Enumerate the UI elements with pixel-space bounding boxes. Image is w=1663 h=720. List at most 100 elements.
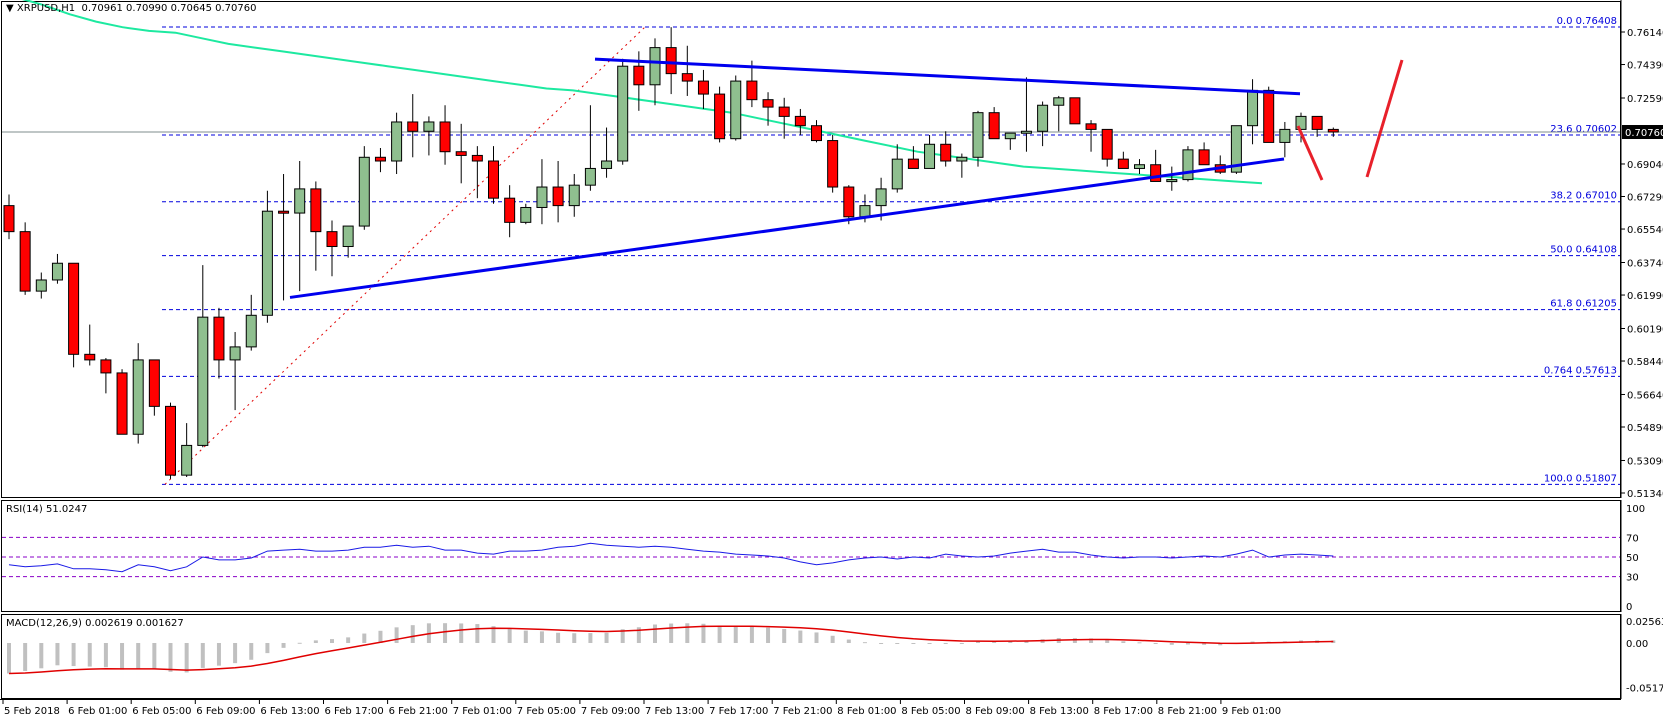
macd-histogram-bar	[362, 633, 367, 643]
macd-histogram-bar	[556, 632, 561, 643]
ohlc-values: 0.70961 0.70990 0.70645 0.70760	[81, 3, 257, 14]
bearish-candle	[811, 125, 822, 142]
trendlines[interactable]	[289, 57, 1301, 299]
bullish-candle	[35, 279, 47, 292]
macd-histogram-bar	[604, 632, 609, 643]
macd-histogram-bar	[1137, 642, 1142, 644]
bearish-candle	[827, 140, 839, 188]
bullish-candle	[181, 444, 193, 476]
chart-title[interactable]: ▼ XRPUSD,H1 0.70961 0.70990 0.70645 0.70…	[6, 3, 256, 14]
bearish-candle	[746, 80, 758, 101]
macd-histogram-bar	[297, 642, 302, 644]
bullish-candle	[1166, 179, 1178, 183]
rsi-indicator: 100 70 50 30 0	[2, 500, 1645, 613]
bearish-candle	[633, 65, 645, 86]
time-tick-label: 7 Feb 01:00	[453, 706, 512, 717]
macd-histogram-bar	[249, 643, 254, 660]
bullish-candle	[972, 112, 984, 158]
macd-histogram-bar	[103, 643, 108, 668]
macd-histogram-bar	[459, 623, 464, 643]
bearish-candle	[116, 372, 128, 435]
time-tick-label: 7 Feb 13:00	[645, 706, 704, 717]
bearish-candle	[697, 80, 709, 95]
time-tick-label: 7 Feb 17:00	[709, 706, 768, 717]
macd-histogram-bar	[782, 628, 787, 643]
bearish-candle	[213, 316, 225, 361]
macd-histogram-bar	[1202, 643, 1207, 645]
bullish-candle	[1247, 89, 1259, 127]
fibonacci-retracement[interactable]: 0.0 0.76408 23.6 0.70602 38.2 0.67010 50.0 …	[162, 16, 1620, 485]
macd-histogram-bar	[798, 630, 803, 643]
macd-histogram-bar	[87, 643, 92, 667]
macd-histogram-bar	[346, 637, 351, 643]
bullish-candle	[423, 121, 435, 132]
bearish-candle	[681, 73, 693, 82]
bearish-candle	[1101, 128, 1113, 160]
bearish-candle	[310, 188, 322, 233]
time-tick-label: 6 Feb 21:00	[389, 706, 448, 717]
rsi-axis-label: 30	[1626, 573, 1639, 584]
macd-histogram-bar	[766, 627, 771, 643]
macd-histogram-bar	[475, 624, 480, 643]
bullish-candle	[617, 65, 629, 162]
resistance-trendline[interactable]	[594, 57, 1301, 96]
macd-histogram-bar	[200, 643, 205, 668]
time-axis[interactable]: 5 Feb 2018 6 Feb 01:00 6 Feb 05:00 6 Feb 09…	[0, 699, 1621, 717]
macd-histogram-bar	[927, 643, 932, 644]
macd-histogram-bar	[733, 625, 738, 643]
macd-histogram-bar	[1250, 641, 1255, 643]
macd-indicator: 0.025632 0.00 -0.051799	[7, 614, 1663, 699]
macd-histogram-bar	[523, 630, 528, 643]
macd-histogram-bar	[846, 639, 851, 643]
macd-histogram-bar	[1072, 638, 1077, 643]
bearish-candle	[940, 143, 952, 162]
macd-histogram-bar	[943, 643, 948, 644]
macd-histogram-bar	[1153, 643, 1158, 644]
macd-histogram-bar	[620, 629, 625, 643]
macd-histogram-bar	[588, 633, 593, 643]
bearish-candle	[988, 112, 1000, 140]
bearish-candle	[3, 205, 15, 233]
macd-histogram-bar	[1121, 641, 1126, 643]
time-tick-label: 9 Feb 01:00	[1222, 706, 1281, 717]
time-tick-label: 7 Feb 09:00	[581, 706, 640, 717]
macd-histogram-bar	[1218, 643, 1223, 646]
macd-signal-line	[8, 625, 1334, 675]
macd-histogram-bar	[653, 624, 657, 643]
triangle-down-icon[interactable]: ▼	[6, 3, 14, 14]
macd-histogram-bar	[216, 643, 221, 666]
bearish-candle	[439, 121, 451, 153]
bullish-candle	[584, 167, 596, 186]
fib-level-label: 23.6 0.70602	[1550, 124, 1617, 135]
macd-histogram-bar	[265, 643, 270, 654]
bearish-forecast-arrow	[1296, 125, 1324, 181]
bullish-candle	[342, 225, 354, 248]
bullish-candle	[245, 314, 257, 348]
fib-level-label: 38.2 0.67010	[1550, 191, 1617, 202]
macd-histogram-bar	[168, 643, 173, 672]
bullish-candle	[391, 121, 403, 162]
macd-histogram-bar	[830, 635, 835, 643]
candlesticks	[3, 27, 1339, 479]
time-tick-label: 5 Feb 2018	[4, 706, 60, 717]
bullish-candle	[1182, 149, 1194, 181]
bullish-candle	[197, 316, 209, 446]
bearish-candle	[455, 151, 467, 156]
macd-histogram-bar	[313, 640, 318, 643]
support-trendline[interactable]	[289, 157, 1285, 299]
macd-histogram-bar	[281, 643, 286, 648]
bullish-candle	[875, 188, 887, 207]
bearish-candle	[762, 99, 774, 108]
bullish-candle	[261, 210, 273, 316]
bearish-candle	[1085, 123, 1097, 130]
macd-histogram-bar	[701, 623, 706, 643]
price-tick-label: 0.51340	[1627, 489, 1663, 500]
bullish-candle	[924, 143, 936, 169]
time-tick-label: 8 Feb 01:00	[837, 706, 896, 717]
